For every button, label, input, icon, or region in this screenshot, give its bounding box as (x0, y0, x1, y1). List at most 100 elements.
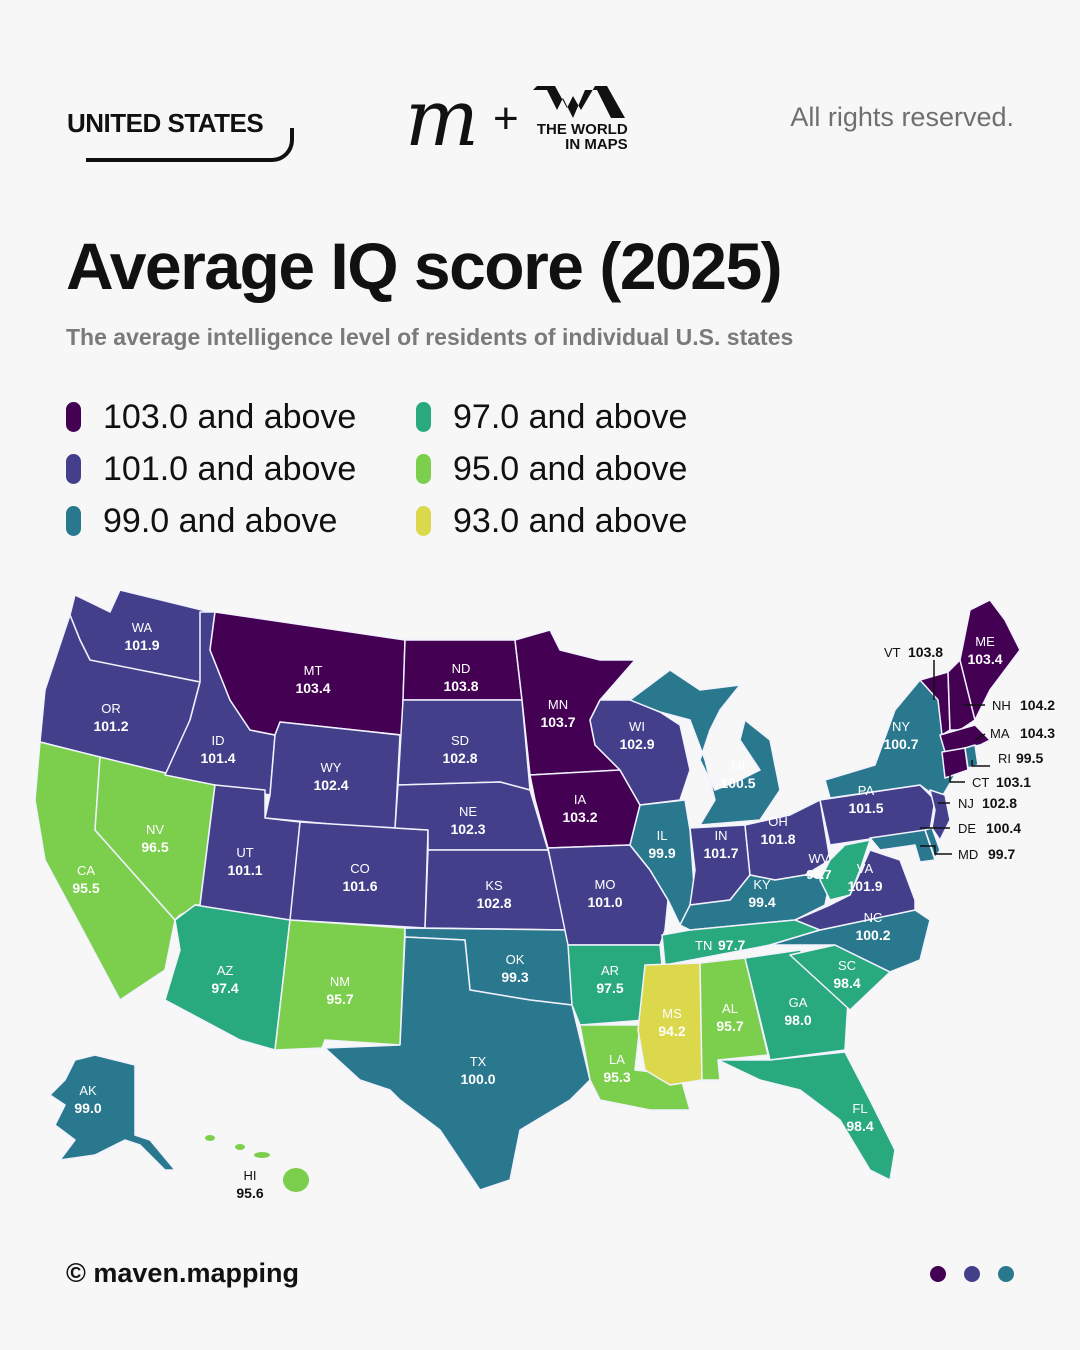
svg-text:GA: GA (789, 995, 808, 1010)
svg-text:WI: WI (629, 719, 645, 734)
state-LA[interactable] (579, 1024, 691, 1111)
legend-label: 103.0 and above (103, 397, 357, 436)
legend: 103.0 and above 97.0 and above 101.0 and… (66, 398, 766, 540)
state-ME[interactable] (959, 599, 1021, 721)
svg-text:95.5: 95.5 (72, 880, 99, 896)
state-MI[interactable] (629, 669, 781, 826)
svg-text:95.6: 95.6 (236, 1185, 263, 1201)
svg-text:100.7: 100.7 (883, 736, 918, 752)
wm-logo-icon (532, 86, 625, 118)
svg-text:99.0: 99.0 (74, 1100, 101, 1116)
svg-text:101.1: 101.1 (227, 862, 262, 878)
state-VT[interactable] (919, 671, 951, 736)
legend-swatch (66, 454, 81, 484)
svg-text:OK: OK (506, 952, 525, 967)
svg-text:NE: NE (459, 804, 477, 819)
state-FL[interactable] (717, 1051, 896, 1181)
svg-text:NC: NC (864, 910, 883, 925)
legend-item: 99.0 and above (66, 502, 416, 540)
tn-label: TN 97.7 (695, 937, 745, 953)
leader-lines (920, 660, 990, 855)
svg-text:AK: AK (79, 1083, 97, 1098)
page-dot[interactable] (930, 1266, 946, 1282)
svg-text:103.8: 103.8 (443, 678, 478, 694)
svg-text:CO: CO (350, 861, 370, 876)
rights-notice: All rights reserved. (790, 102, 1014, 132)
state-CT[interactable] (941, 747, 969, 779)
svg-text:WA: WA (132, 620, 153, 635)
svg-text:100.4: 100.4 (986, 820, 1021, 836)
svg-text:101.8: 101.8 (760, 831, 795, 847)
state-VA[interactable] (794, 849, 916, 931)
legend-item: 97.0 and above (416, 398, 766, 436)
svg-text:VT: VT (884, 645, 901, 660)
svg-text:FL: FL (852, 1101, 867, 1116)
svg-text:98.4: 98.4 (846, 1118, 873, 1134)
svg-text:99.7: 99.7 (988, 846, 1015, 862)
svg-text:103.1: 103.1 (996, 774, 1031, 790)
maven-logo: m (405, 74, 479, 164)
page-dot[interactable] (998, 1266, 1014, 1282)
svg-text:NV: NV (146, 822, 164, 837)
svg-text:97.7: 97.7 (718, 937, 745, 953)
state-MA[interactable] (939, 724, 991, 753)
svg-text:HI: HI (244, 1168, 257, 1183)
legend-label: 93.0 and above (453, 501, 688, 540)
svg-text:102.4: 102.4 (313, 777, 348, 793)
state-RI[interactable] (964, 744, 979, 769)
logo-text-line2: IN MAPS (565, 136, 628, 153)
svg-text:102.9: 102.9 (619, 736, 654, 752)
svg-text:98.4: 98.4 (833, 975, 860, 991)
svg-text:101.9: 101.9 (124, 637, 159, 653)
svg-text:AZ: AZ (217, 963, 234, 978)
state-WV[interactable] (819, 839, 871, 901)
page-indicator (930, 1266, 1014, 1282)
svg-text:MT: MT (304, 663, 323, 678)
legend-item: 95.0 and above (416, 450, 766, 488)
svg-text:95.7: 95.7 (716, 1018, 743, 1034)
svg-text:102.8: 102.8 (982, 795, 1017, 811)
svg-text:99.9: 99.9 (648, 845, 675, 861)
svg-text:LA: LA (609, 1052, 625, 1067)
legend-label: 97.0 and above (453, 397, 688, 436)
state-WY[interactable] (264, 721, 401, 831)
svg-text:KS: KS (485, 878, 503, 893)
state-NH[interactable] (947, 659, 976, 731)
svg-text:MS: MS (662, 1006, 682, 1021)
svg-text:WY: WY (321, 760, 342, 775)
svg-text:WV: WV (809, 851, 830, 866)
legend-swatch (416, 454, 431, 484)
svg-text:VA: VA (857, 861, 874, 876)
svg-text:95.3: 95.3 (603, 1069, 630, 1085)
svg-text:OH: OH (768, 814, 788, 829)
legend-item: 101.0 and above (66, 450, 416, 488)
legend-item: 103.0 and above (66, 398, 416, 436)
legend-item: 93.0 and above (416, 502, 766, 540)
state-HI[interactable] (205, 1135, 309, 1192)
svg-text:DE: DE (958, 821, 976, 836)
svg-text:104.2: 104.2 (1020, 697, 1055, 713)
svg-text:95.7: 95.7 (326, 991, 353, 1007)
svg-text:MI: MI (731, 758, 745, 773)
page-dot[interactable] (964, 1266, 980, 1282)
svg-text:NJ: NJ (958, 796, 974, 811)
state-TX[interactable] (324, 936, 591, 1191)
svg-text:IL: IL (657, 828, 668, 843)
svg-text:AL: AL (722, 1001, 738, 1016)
svg-text:104.3: 104.3 (1020, 725, 1055, 741)
svg-text:MA: MA (990, 726, 1010, 741)
country-underline-decoration (86, 128, 294, 162)
svg-text:SC: SC (838, 958, 856, 973)
legend-swatch (66, 402, 81, 432)
state-AK[interactable] (49, 1054, 176, 1171)
svg-text:MN: MN (548, 697, 568, 712)
svg-text:ID: ID (212, 733, 225, 748)
svg-text:103.4: 103.4 (967, 651, 1002, 667)
svg-text:94.2: 94.2 (658, 1023, 685, 1039)
svg-text:KY: KY (753, 877, 771, 892)
svg-text:NM: NM (330, 974, 350, 989)
svg-text:98.0: 98.0 (784, 1012, 811, 1028)
svg-text:OR: OR (101, 701, 121, 716)
svg-text:96.5: 96.5 (141, 839, 168, 855)
svg-text:99.3: 99.3 (501, 969, 528, 985)
